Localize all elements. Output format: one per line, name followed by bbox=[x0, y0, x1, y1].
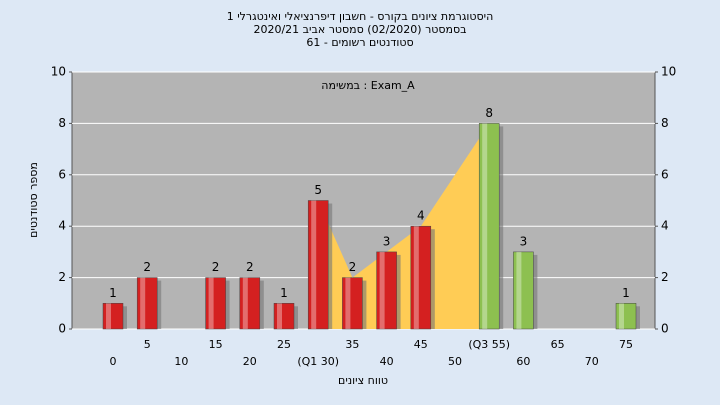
bar bbox=[342, 277, 363, 330]
bar-highlight bbox=[311, 200, 317, 329]
value-label: 4 bbox=[417, 209, 425, 223]
x-tick-label: 70 bbox=[585, 355, 599, 368]
y-tick-label: 0 bbox=[661, 322, 669, 336]
bar bbox=[273, 303, 295, 330]
x-tick-label: 75 bbox=[619, 338, 633, 351]
value-label: 1 bbox=[280, 286, 288, 300]
bar-highlight bbox=[413, 226, 419, 329]
bar bbox=[205, 277, 226, 330]
bar-highlight bbox=[379, 251, 385, 329]
x-tick-label: 35 bbox=[345, 338, 359, 351]
value-label: 3 bbox=[520, 234, 528, 248]
x-axis-label: טווח ציונים bbox=[338, 374, 388, 387]
chart-title: היסטוגרמת ציונים בקורס - חשבון דיפרנציאל… bbox=[227, 10, 494, 23]
value-label: 2 bbox=[246, 260, 254, 274]
value-label: 5 bbox=[314, 183, 322, 197]
y-tick-label: 6 bbox=[661, 167, 669, 181]
y-tick-label: 8 bbox=[58, 116, 66, 130]
bar bbox=[513, 251, 534, 330]
annotation: במשימה : Exam_A bbox=[321, 79, 415, 92]
bar-highlight bbox=[208, 277, 214, 329]
value-label: 2 bbox=[143, 260, 151, 274]
y-tick-label: 2 bbox=[58, 270, 66, 284]
bar bbox=[478, 123, 500, 330]
y-tick-label: 8 bbox=[661, 116, 669, 130]
y-tick-label: 10 bbox=[51, 65, 66, 79]
value-label: 1 bbox=[109, 286, 117, 300]
y-tick-label: 6 bbox=[58, 167, 66, 181]
bar-highlight bbox=[482, 123, 488, 330]
bar-highlight bbox=[140, 277, 146, 329]
bar-highlight bbox=[345, 277, 351, 329]
x-tick-label: 60 bbox=[516, 355, 530, 368]
x-tick-label: 40 bbox=[380, 355, 394, 368]
y-tick-label: 2 bbox=[661, 270, 669, 284]
y-tick-label: 0 bbox=[58, 322, 66, 336]
chart-subtitle: בסמסטר (02/2020) סמסטר אביב 2020/21 bbox=[253, 23, 466, 36]
value-label: 2 bbox=[349, 260, 357, 274]
bar bbox=[410, 225, 432, 330]
x-tick-label: 15 bbox=[209, 338, 223, 351]
bar bbox=[376, 251, 397, 330]
bar bbox=[239, 277, 261, 330]
x-tick-label: 20 bbox=[243, 355, 257, 368]
value-label: 2 bbox=[212, 260, 220, 274]
x-tick-label: 0 bbox=[110, 355, 117, 368]
x-tick-label: 45 bbox=[414, 338, 428, 351]
x-tick-label: 50 bbox=[448, 355, 462, 368]
bar-highlight bbox=[619, 303, 624, 329]
x-tick-label: 10 bbox=[174, 355, 188, 368]
bar-highlight bbox=[516, 251, 522, 329]
y-tick-label: 4 bbox=[58, 219, 66, 233]
y-axis-label: מספר סטודנטים bbox=[27, 162, 40, 238]
x-tick-label: (Q1 30) bbox=[297, 355, 339, 368]
x-tick-label: 5 bbox=[144, 338, 151, 351]
y-tick-label: 4 bbox=[661, 219, 669, 233]
value-label: 1 bbox=[622, 286, 630, 300]
value-label: 3 bbox=[383, 234, 391, 248]
value-label: 8 bbox=[485, 106, 493, 120]
bar-highlight bbox=[242, 277, 248, 329]
x-tick-label: 25 bbox=[277, 338, 291, 351]
chart-subtitle: סטודנטים רשומים - 61 bbox=[306, 36, 413, 49]
y-tick-label: 10 bbox=[661, 65, 676, 79]
bar bbox=[136, 277, 158, 330]
bar bbox=[615, 303, 637, 330]
x-tick-label: 65 bbox=[551, 338, 565, 351]
x-tick-label: (Q3 55) bbox=[468, 338, 510, 351]
bar bbox=[307, 200, 329, 330]
bar-highlight bbox=[106, 303, 111, 329]
bar-highlight bbox=[277, 303, 282, 329]
bar bbox=[102, 303, 124, 330]
